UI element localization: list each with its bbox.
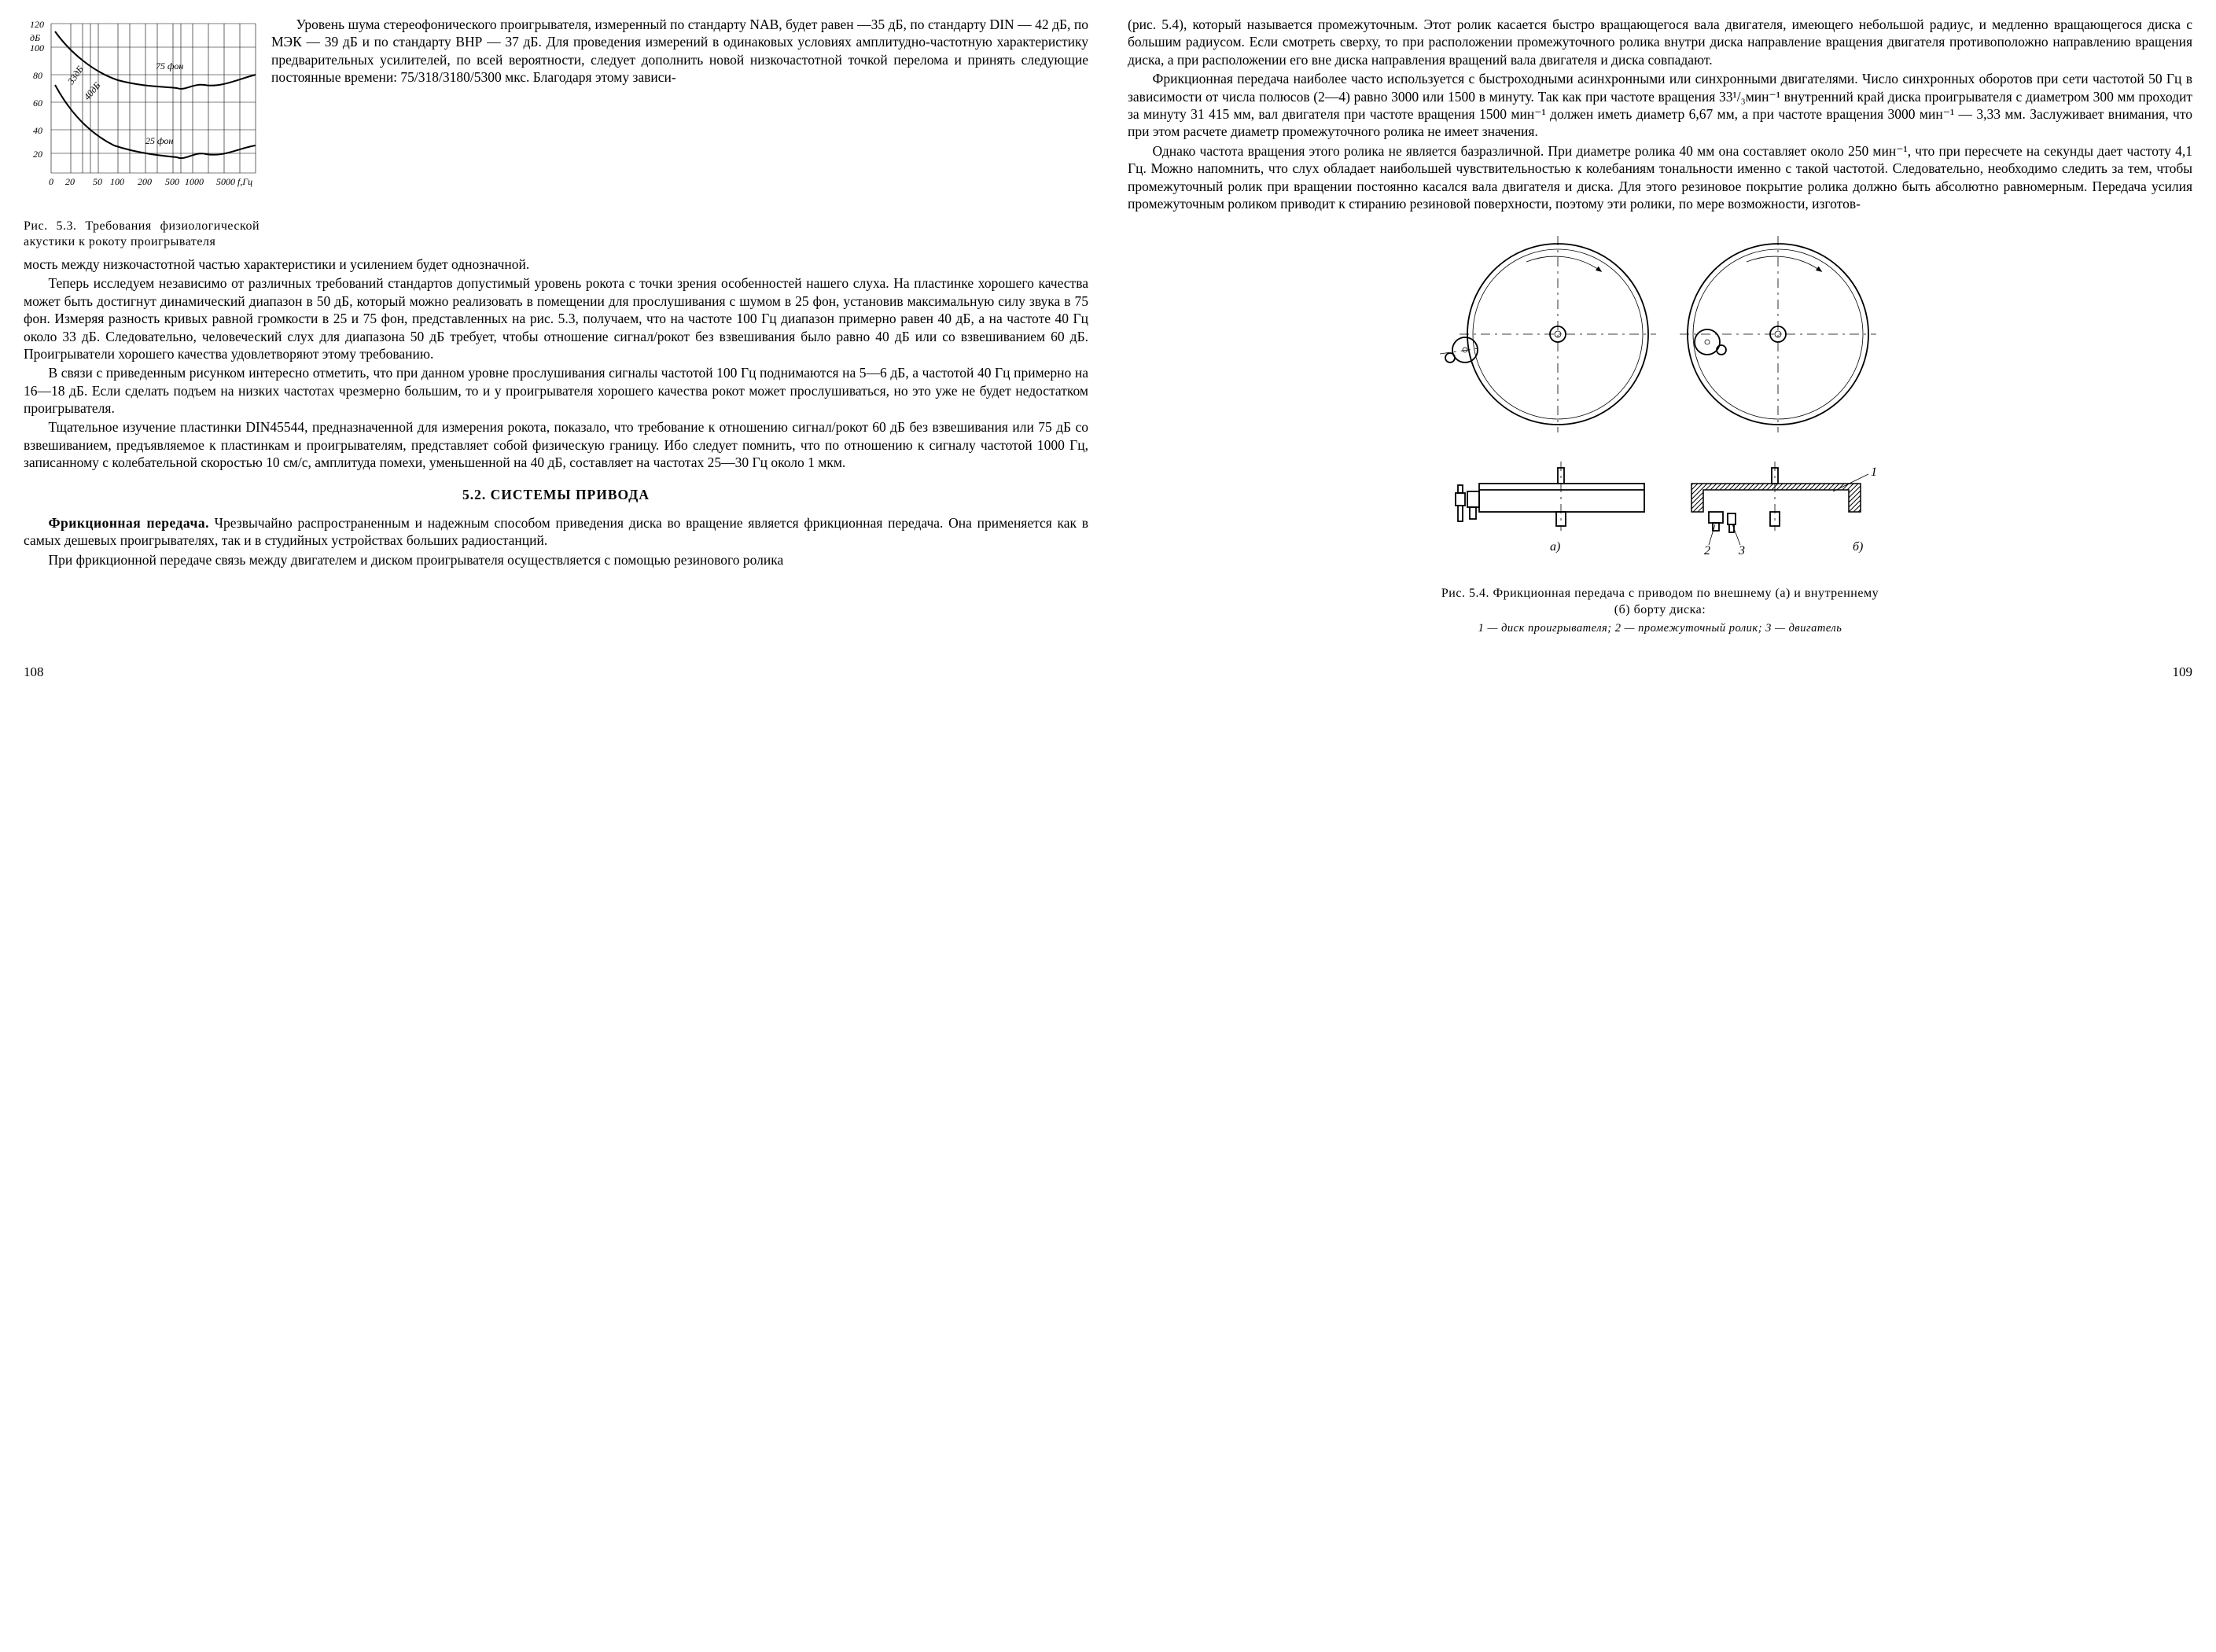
svg-text:f,Гц: f,Гц bbox=[237, 176, 252, 187]
chart-5-3: 75 фон 33дБ 40дБ 25 фон 120 дБ 100 80 60… bbox=[24, 16, 260, 204]
section-name: СИСТЕМЫ ПРИВОДА bbox=[491, 487, 650, 502]
svg-text:б): б) bbox=[1853, 540, 1863, 554]
svg-text:дБ: дБ bbox=[30, 32, 40, 43]
section-number: 5.2. bbox=[462, 487, 486, 502]
para-l4: Тщательное изучение пластинки DIN45544, … bbox=[24, 418, 1088, 471]
page-right: (рис. 5.4), который называется промежуто… bbox=[1128, 16, 2192, 681]
figure-5-3-block: 75 фон 33дБ 40дБ 25 фон 120 дБ 100 80 60… bbox=[24, 16, 1088, 251]
svg-text:1: 1 bbox=[1871, 465, 1877, 479]
svg-text:100: 100 bbox=[30, 42, 44, 53]
svg-text:80: 80 bbox=[33, 70, 42, 81]
svg-text:5000: 5000 bbox=[216, 176, 235, 187]
svg-text:20: 20 bbox=[33, 149, 42, 160]
para-l6: При фрикционной передаче связь между дви… bbox=[24, 551, 1088, 568]
fig-5-4-caption: Рис. 5.4. Фрикционная передача с приводо… bbox=[1440, 586, 1880, 618]
svg-text:100: 100 bbox=[110, 176, 124, 187]
para-l5-lead: Фрикционная передача. bbox=[49, 515, 209, 531]
para-l3: В связи с приведенным рисунком интересно… bbox=[24, 364, 1088, 417]
fig-5-3-caption: Рис. 5.3. Требования физиологической аку… bbox=[24, 219, 260, 251]
svg-text:0: 0 bbox=[49, 176, 53, 187]
svg-text:120: 120 bbox=[30, 19, 44, 30]
svg-text:20: 20 bbox=[65, 176, 75, 187]
para-l5: Фрикционная передача. Чрезвычайно распро… bbox=[24, 514, 1088, 550]
figure-5-4: а) 1 bbox=[1440, 232, 1880, 635]
fig-5-4-legend: 1 — диск проигрывателя; 2 — промежуточны… bbox=[1440, 621, 1880, 636]
svg-text:60: 60 bbox=[33, 98, 42, 109]
svg-text:200: 200 bbox=[138, 176, 152, 187]
svg-text:40: 40 bbox=[33, 125, 42, 136]
svg-text:а): а) bbox=[1550, 540, 1560, 554]
svg-text:3: 3 bbox=[1738, 544, 1745, 557]
section-5-2-title: 5.2. СИСТЕМЫ ПРИВОДА bbox=[24, 486, 1088, 503]
para-r2: Фрикционная передача наиболее часто испо… bbox=[1128, 70, 2192, 141]
page-number-right: 109 bbox=[1128, 664, 2192, 681]
para-r1: (рис. 5.4), который называется промежуто… bbox=[1128, 16, 2192, 68]
svg-text:1000: 1000 bbox=[185, 176, 204, 187]
curve-label-75: 75 фон bbox=[156, 61, 183, 72]
svg-text:2: 2 bbox=[1704, 544, 1710, 557]
para-r3: Однако частота вращения этого ролика не … bbox=[1128, 142, 2192, 213]
svg-text:50: 50 bbox=[93, 176, 102, 187]
curve-label-40: 40дБ bbox=[82, 80, 103, 102]
page-number-left: 108 bbox=[24, 664, 1088, 681]
page-left: 75 фон 33дБ 40дБ 25 фон 120 дБ 100 80 60… bbox=[24, 16, 1088, 681]
svg-text:500: 500 bbox=[165, 176, 179, 187]
para-l2: Теперь исследуем независимо от различных… bbox=[24, 274, 1088, 362]
para-l1b: мость между низкочастотной частью характ… bbox=[24, 256, 1088, 273]
curve-label-25: 25 фон bbox=[145, 135, 173, 146]
para-l1a: Уровень шума стереофонического проигрыва… bbox=[271, 16, 1088, 251]
